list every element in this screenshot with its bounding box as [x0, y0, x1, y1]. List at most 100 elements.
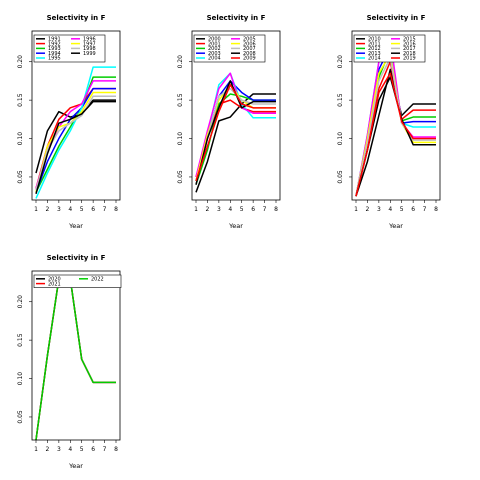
legend-label: 1992	[48, 41, 61, 47]
x-tick-label: 5	[80, 446, 84, 453]
panel-4: Selectivity in F 1 2 3 4 5 6 7 8 Year 0.05 0.10 0.15…	[17, 254, 122, 470]
panel-3: Selectivity in F 1 2 3 4 5 6 7 8 Year 0.05 0.10 0.15…	[337, 14, 441, 230]
series-line-2013	[355, 45, 436, 197]
legend-entry: 2011	[356, 41, 381, 47]
legend-label: 2009	[243, 56, 256, 62]
x-tick-label: 6	[91, 206, 95, 213]
y-tick-label: 0.05	[17, 170, 24, 184]
series-line-2012	[355, 49, 436, 197]
legend-entry: 2008	[231, 51, 256, 57]
legend-label: 1993	[48, 46, 61, 52]
plot-frame	[31, 30, 121, 201]
y-tick-label: 0.10	[177, 132, 184, 146]
legend-label: 1998	[83, 46, 96, 52]
y-tick-label: 0.20	[177, 55, 184, 69]
series-line-2019	[355, 72, 436, 197]
legend-entry: 1995	[36, 56, 61, 62]
legend-label: 2002	[208, 46, 221, 52]
x-tick-label: 7	[103, 206, 107, 213]
legend-box	[353, 34, 426, 63]
legend-label: 2022	[91, 277, 104, 283]
legend-entry: 1993	[36, 46, 61, 52]
series-line-2014	[355, 41, 436, 197]
legend-label: 2015	[403, 37, 416, 43]
legend-entry: 2016	[391, 41, 416, 47]
chart-title: Selectivity in F	[367, 14, 426, 22]
legend-label: 1994	[48, 51, 61, 57]
legend-label: 2006	[243, 41, 256, 47]
series-line-2017	[355, 57, 436, 197]
legend-entry: 1996	[71, 37, 96, 43]
legend-entry: 2022	[79, 277, 104, 283]
legend-entry: 1994	[36, 51, 61, 57]
x-tick-label: 8	[274, 206, 278, 213]
plot-frame	[191, 30, 281, 201]
y-tick-label: 0.05	[17, 410, 24, 424]
y-axis: 0.05 0.10 0.15 0.20	[337, 55, 352, 184]
x-tick-label: 4	[68, 206, 72, 213]
legend-label: 2014	[368, 56, 381, 62]
legend-label: 2000	[208, 37, 221, 43]
y-axis: 0.05 0.10 0.15 0.20	[177, 55, 192, 184]
x-tick-label: 4	[228, 206, 232, 213]
legend-label: 2010	[368, 37, 381, 43]
legend-entry: 2009	[231, 56, 256, 62]
x-tick-label: 7	[423, 206, 427, 213]
series-line-2020	[35, 277, 116, 441]
x-tick-label: 3	[377, 206, 381, 213]
y-tick-label: 0.05	[177, 170, 184, 184]
legend-entry: 1999	[71, 51, 96, 57]
legend-label: 1991	[48, 37, 61, 43]
panel-1: Selectivity in F 1 2 3 4 5 6 7 8 Year 0.05 0.10 0.15…	[17, 14, 121, 230]
series-lines	[35, 277, 116, 441]
x-tick-label: 4	[68, 446, 72, 453]
legend-label: 2013	[368, 51, 381, 57]
legend-entry: 1992	[36, 41, 61, 47]
y-tick-label: 0.15	[17, 93, 24, 107]
legend-label: 2017	[403, 46, 416, 52]
x-tick-label: 1	[194, 206, 198, 213]
x-tick-label: 8	[114, 446, 118, 453]
legend-label: 2004	[208, 56, 221, 62]
legend-entry: 1991	[36, 37, 61, 43]
y-axis: 0.05 0.10 0.15 0.20	[17, 295, 32, 424]
x-tick-label: 4	[388, 206, 392, 213]
x-tick-label: 6	[91, 446, 95, 453]
legend-label: 2011	[368, 41, 381, 47]
x-tick-label: 8	[114, 206, 118, 213]
x-tick-label: 1	[34, 206, 38, 213]
y-tick-label: 0.20	[17, 295, 24, 309]
legend-entry: 2015	[391, 37, 416, 43]
legend-label: 2008	[243, 51, 256, 57]
x-tick-label: 3	[57, 206, 61, 213]
x-tick-label: 7	[103, 446, 107, 453]
x-axis-label: Year	[228, 222, 243, 230]
x-axis-label: Year	[68, 222, 83, 230]
legend-entry: 2017	[391, 46, 416, 52]
legend-entry: 2004	[196, 56, 221, 62]
legend-entry: 2000	[196, 37, 221, 43]
legend-label: 2018	[403, 51, 416, 57]
legend-entry: 2007	[231, 46, 256, 52]
legend-label: 1996	[83, 37, 96, 43]
legend-label: 1997	[83, 41, 96, 47]
legend-label: 2007	[243, 46, 256, 52]
series-line-2022	[35, 277, 116, 441]
series-line-1995	[35, 66, 116, 199]
x-tick-label: 2	[46, 446, 50, 453]
series-line-2009	[195, 84, 276, 182]
chart-title: Selectivity in F	[207, 14, 266, 22]
series-lines	[355, 37, 436, 197]
chart-title: Selectivity in F	[47, 254, 106, 262]
legend-label: 2012	[368, 46, 381, 52]
x-tick-label: 3	[57, 446, 61, 453]
legend-entry: 2014	[356, 56, 381, 62]
x-axis-label: Year	[68, 462, 83, 470]
series-line-2021	[35, 277, 116, 441]
series-lines	[195, 72, 276, 193]
